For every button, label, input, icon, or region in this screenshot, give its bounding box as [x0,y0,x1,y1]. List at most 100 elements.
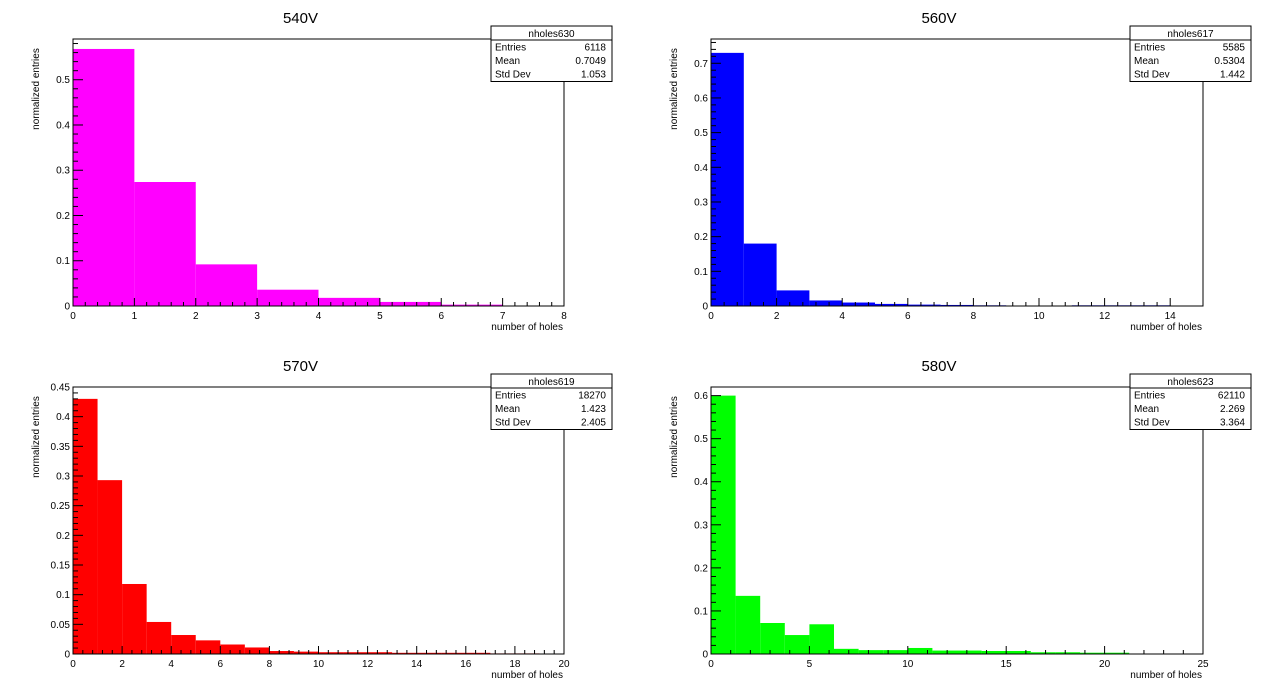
x-tick-label: 2 [774,311,780,322]
x-tick-label: 10 [1033,311,1045,322]
y-tick-label: 0.2 [56,531,70,542]
y-tick-label: 0.7 [694,59,708,70]
stats-std-dev-value: 3.364 [1220,418,1245,429]
stats-mean-label: Mean [1134,404,1159,415]
x-tick-label: 12 [362,659,374,670]
stats-std-dev-label: Std Dev [495,418,531,429]
histogram-bar [293,651,319,654]
x-tick-label: 2 [193,311,199,322]
histogram-bar [907,304,941,306]
histogram-bar [907,647,933,654]
x-tick-label: 0 [708,311,714,322]
stats-box-name: nholes630 [528,29,575,40]
stats-mean-value: 0.5304 [1214,56,1245,67]
stats-entries-value: 6118 [584,43,606,54]
plot-frame [710,38,1204,307]
histogram-bar [465,652,491,654]
stats-entries-label: Entries [1134,43,1165,54]
plot-title: 560V [921,10,956,27]
histogram-bar [1104,652,1130,654]
histogram-bar [73,398,98,654]
stats-box-name: nholes623 [1167,377,1214,388]
y-tick-label: 0.4 [56,120,70,131]
x-tick-label: 6 [218,659,224,670]
x-tick-label: 8 [971,311,977,322]
stats-mean-value: 2.269 [1220,404,1245,415]
x-tick-label: 4 [839,311,845,322]
y-tick-label: 0.5 [56,75,70,86]
y-tick-label: 0 [64,650,70,661]
histogram-bar [146,621,172,654]
histogram-bar [97,480,123,654]
x-tick-label: 0 [708,659,714,670]
histogram-bar [776,290,810,306]
x-tick-label: 14 [411,659,423,670]
y-tick-label: 0.2 [56,211,70,222]
histogram-panel-3: 0 2 4 6 8 10 12 14 16 18 20 0 0.05 0.1 0.15 0.2 0.25 0.3 0… [31,358,613,681]
histogram-bar [940,304,974,306]
plot-title: 540V [283,10,318,27]
histogram-bar [195,640,221,654]
x-tick-label: 15 [1001,659,1013,670]
y-tick-label: 0.4 [694,163,708,174]
x-tick-label: 5 [807,659,813,670]
x-tick-label: 8 [267,659,273,670]
y-tick-label: 0.3 [694,197,708,208]
histogram-bar [318,297,380,306]
y-tick-label: 0.6 [694,93,708,104]
x-tick-label: 6 [905,311,911,322]
y-tick-label: 0.25 [51,501,71,512]
stats-mean-label: Mean [495,404,520,415]
stats-entries-value: 62110 [1218,391,1246,402]
histogram-panel-4: 0 5 10 15 20 25 0 0.1 0.2 0.3 0.4 0.5 0.6 580V number … [669,358,1252,681]
y-tick-label: 0 [702,650,708,661]
stats-box-name: nholes617 [1167,29,1214,40]
stats-std-dev-value: 2.405 [581,418,606,429]
x-tick-label: 18 [509,659,521,670]
y-tick-label: 0.6 [694,391,708,402]
stats-entries-label: Entries [495,391,526,402]
y-tick-label: 0.05 [51,620,71,631]
histogram-bar [122,583,147,654]
y-tick-label: 0.1 [56,590,70,601]
stats-entries-label: Entries [495,43,526,54]
histogram-bar [760,622,785,654]
x-tick-label: 16 [460,659,472,670]
histogram-panel-1: 0 1 2 3 4 5 6 7 8 0 0.1 0.2 0.3 0.4 0.5 540V number of h… [31,10,613,333]
stats-entries-value: 5585 [1223,43,1246,54]
plot-title: 580V [921,358,956,375]
y-tick-label: 0.45 [51,383,71,394]
x-tick-label: 12 [1099,311,1111,322]
y-tick-label: 0.3 [56,166,70,177]
histogram-bar [379,301,442,306]
histogram-bar [392,652,417,654]
x-tick-label: 10 [313,659,325,670]
stats-box-frame [490,373,613,430]
histogram-bar [269,651,294,654]
x-tick-label: 10 [902,659,914,670]
histogram-bar [134,182,196,306]
histogram-bar [1080,652,1105,654]
stats-mean-value: 0.7049 [575,56,606,67]
x-axis-label: number of holes [491,322,563,333]
stats-entries-value: 18270 [578,391,606,402]
plot-frame [710,386,1204,655]
x-tick-label: 4 [168,659,174,670]
stats-std-dev-value: 1.053 [581,70,606,81]
stats-mean-value: 1.423 [581,404,606,415]
histogram-bar [834,648,859,654]
y-tick-label: 0.1 [694,267,708,278]
stats-box-frame [1129,25,1252,82]
histogram-bar [343,652,368,654]
histogram-bar [1055,652,1080,654]
stats-std-dev-value: 1.442 [1220,70,1245,81]
histogram-bar [981,650,1007,654]
histogram-bar [441,304,503,306]
y-tick-label: 0.1 [56,256,70,267]
y-tick-label: 0.5 [694,128,708,139]
histogram-bar [932,650,957,654]
y-tick-label: 0.4 [56,412,70,423]
x-axis-label: number of holes [1130,322,1202,333]
